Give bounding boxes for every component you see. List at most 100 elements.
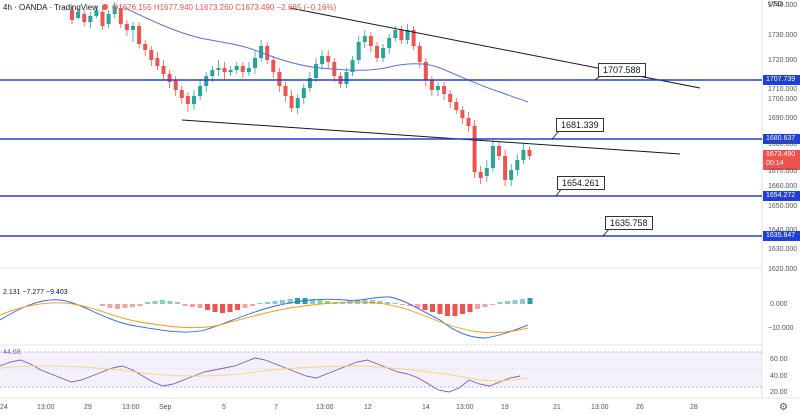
candle-body	[484, 168, 489, 176]
macd-histogram-bar	[407, 304, 413, 306]
macd-histogram-bar	[212, 304, 218, 312]
ohlc-values: O1676.155 H1677.940 L1673.260 C1673.490 …	[112, 2, 337, 12]
macd-histogram-bar	[197, 304, 203, 308]
candle-body	[442, 86, 447, 94]
time-tick: 26	[636, 404, 644, 411]
candle-body	[289, 96, 294, 108]
candle-body	[167, 74, 172, 82]
candle-body	[106, 14, 111, 24]
time-tick: 13:00	[122, 404, 140, 411]
macd-histogram-bar	[235, 304, 240, 310]
candle-body	[216, 68, 221, 70]
candle-body	[307, 78, 312, 88]
macd-histogram-bar	[227, 304, 233, 312]
candle-body	[228, 70, 233, 72]
candle-body	[497, 146, 501, 156]
candle-body	[100, 12, 105, 26]
candle-body	[466, 118, 471, 126]
candle-body	[253, 58, 257, 68]
candle-body	[478, 172, 483, 178]
macd-line	[0, 296, 529, 339]
macd-histogram-bar	[310, 299, 315, 304]
candle-body	[161, 66, 166, 74]
moving-average-line	[124, 7, 529, 103]
macd-histogram-bar	[250, 304, 255, 306]
macd-histogram-bar	[527, 298, 533, 304]
candle-body	[149, 50, 154, 60]
macd-histogram-bar	[400, 304, 405, 305]
macd-histogram-bar	[520, 299, 525, 304]
macd-histogram-bar	[317, 300, 323, 304]
candle-body	[185, 96, 190, 104]
macd-histogram-bar	[362, 299, 368, 304]
macd-histogram-bar	[100, 304, 105, 306]
macd-histogram-bar	[437, 304, 443, 314]
status-dot-icon	[102, 4, 109, 10]
macd-histogram-bar	[205, 304, 210, 310]
macd-histogram-bar	[415, 304, 420, 308]
price-tick: 1700.000	[768, 96, 798, 103]
callout-1654: 1654.261	[557, 176, 605, 190]
macd-histogram-bar	[257, 303, 263, 304]
candle-body	[82, 14, 87, 22]
time-tick: 24	[0, 404, 8, 411]
macd-histogram-bar	[467, 304, 473, 312]
macd-histogram-bar	[385, 302, 390, 304]
candle-body	[381, 48, 386, 58]
time-tick: Sep	[159, 404, 172, 411]
macd-tick-0: 0.000	[770, 301, 788, 308]
candle-body	[137, 26, 142, 44]
price-tick: 1710.000	[768, 86, 798, 93]
price-tick: 1650.000	[768, 203, 798, 210]
price-tick: 1630.000	[768, 246, 798, 253]
macd-histogram-bar	[287, 299, 293, 304]
macd-histogram-bar	[137, 304, 143, 306]
candle-body	[277, 72, 282, 86]
candle-body	[326, 56, 331, 62]
macd-histogram-bar	[460, 304, 465, 314]
candle-body	[472, 126, 477, 172]
macd-histogram-bar	[115, 304, 120, 309]
macd-histogram-bar	[392, 303, 398, 304]
rsi-band	[0, 352, 762, 387]
candle-body	[222, 68, 227, 72]
macd-signal-line	[0, 301, 529, 334]
candles	[70, 2, 532, 186]
axis-tag-1654: 1654.272	[766, 192, 796, 199]
time-tick: 13:00	[37, 404, 55, 411]
candle-body	[405, 30, 410, 40]
time-tick: 7	[274, 404, 278, 411]
candle-body	[265, 46, 270, 60]
candle-body	[246, 68, 251, 72]
price-tick: 1670.000	[768, 168, 798, 175]
macd-histogram-bar	[190, 304, 195, 307]
rsi-tick-2: 20.00	[770, 389, 788, 396]
candle-body	[460, 110, 465, 118]
settings-gear-icon[interactable]: ⚙	[779, 402, 788, 413]
symbol-label[interactable]: 4h · OANDA · TradingView	[3, 2, 99, 12]
time-tick: 13:00	[591, 404, 609, 411]
macd-histogram-bar	[340, 302, 345, 304]
time-tick: 12	[364, 404, 372, 411]
axis-tag-1680: 1680.637	[766, 135, 796, 142]
price-tick: 1680.000	[768, 141, 798, 148]
candle-body	[124, 24, 129, 30]
lower-trendline	[181, 119, 681, 155]
macd-histogram-bar	[242, 304, 248, 308]
macd-histogram-bar	[475, 304, 480, 309]
callout-1635: 1635.758	[605, 216, 653, 230]
candle-body	[515, 160, 520, 170]
macd-histogram-bar	[377, 301, 383, 304]
price-tick: 1620.000	[768, 266, 798, 273]
candle-body	[521, 150, 526, 160]
macd-histogram-bar	[265, 302, 270, 304]
candle-body	[143, 44, 148, 50]
candle-body	[350, 60, 355, 72]
time-tick: 28	[690, 404, 698, 411]
candle-body	[527, 150, 532, 156]
macd-tick-1: −10.000	[768, 325, 794, 332]
callout-1707: 1707.588	[598, 63, 646, 77]
macd-histogram-bar	[490, 304, 495, 305]
candle-body	[155, 58, 160, 66]
